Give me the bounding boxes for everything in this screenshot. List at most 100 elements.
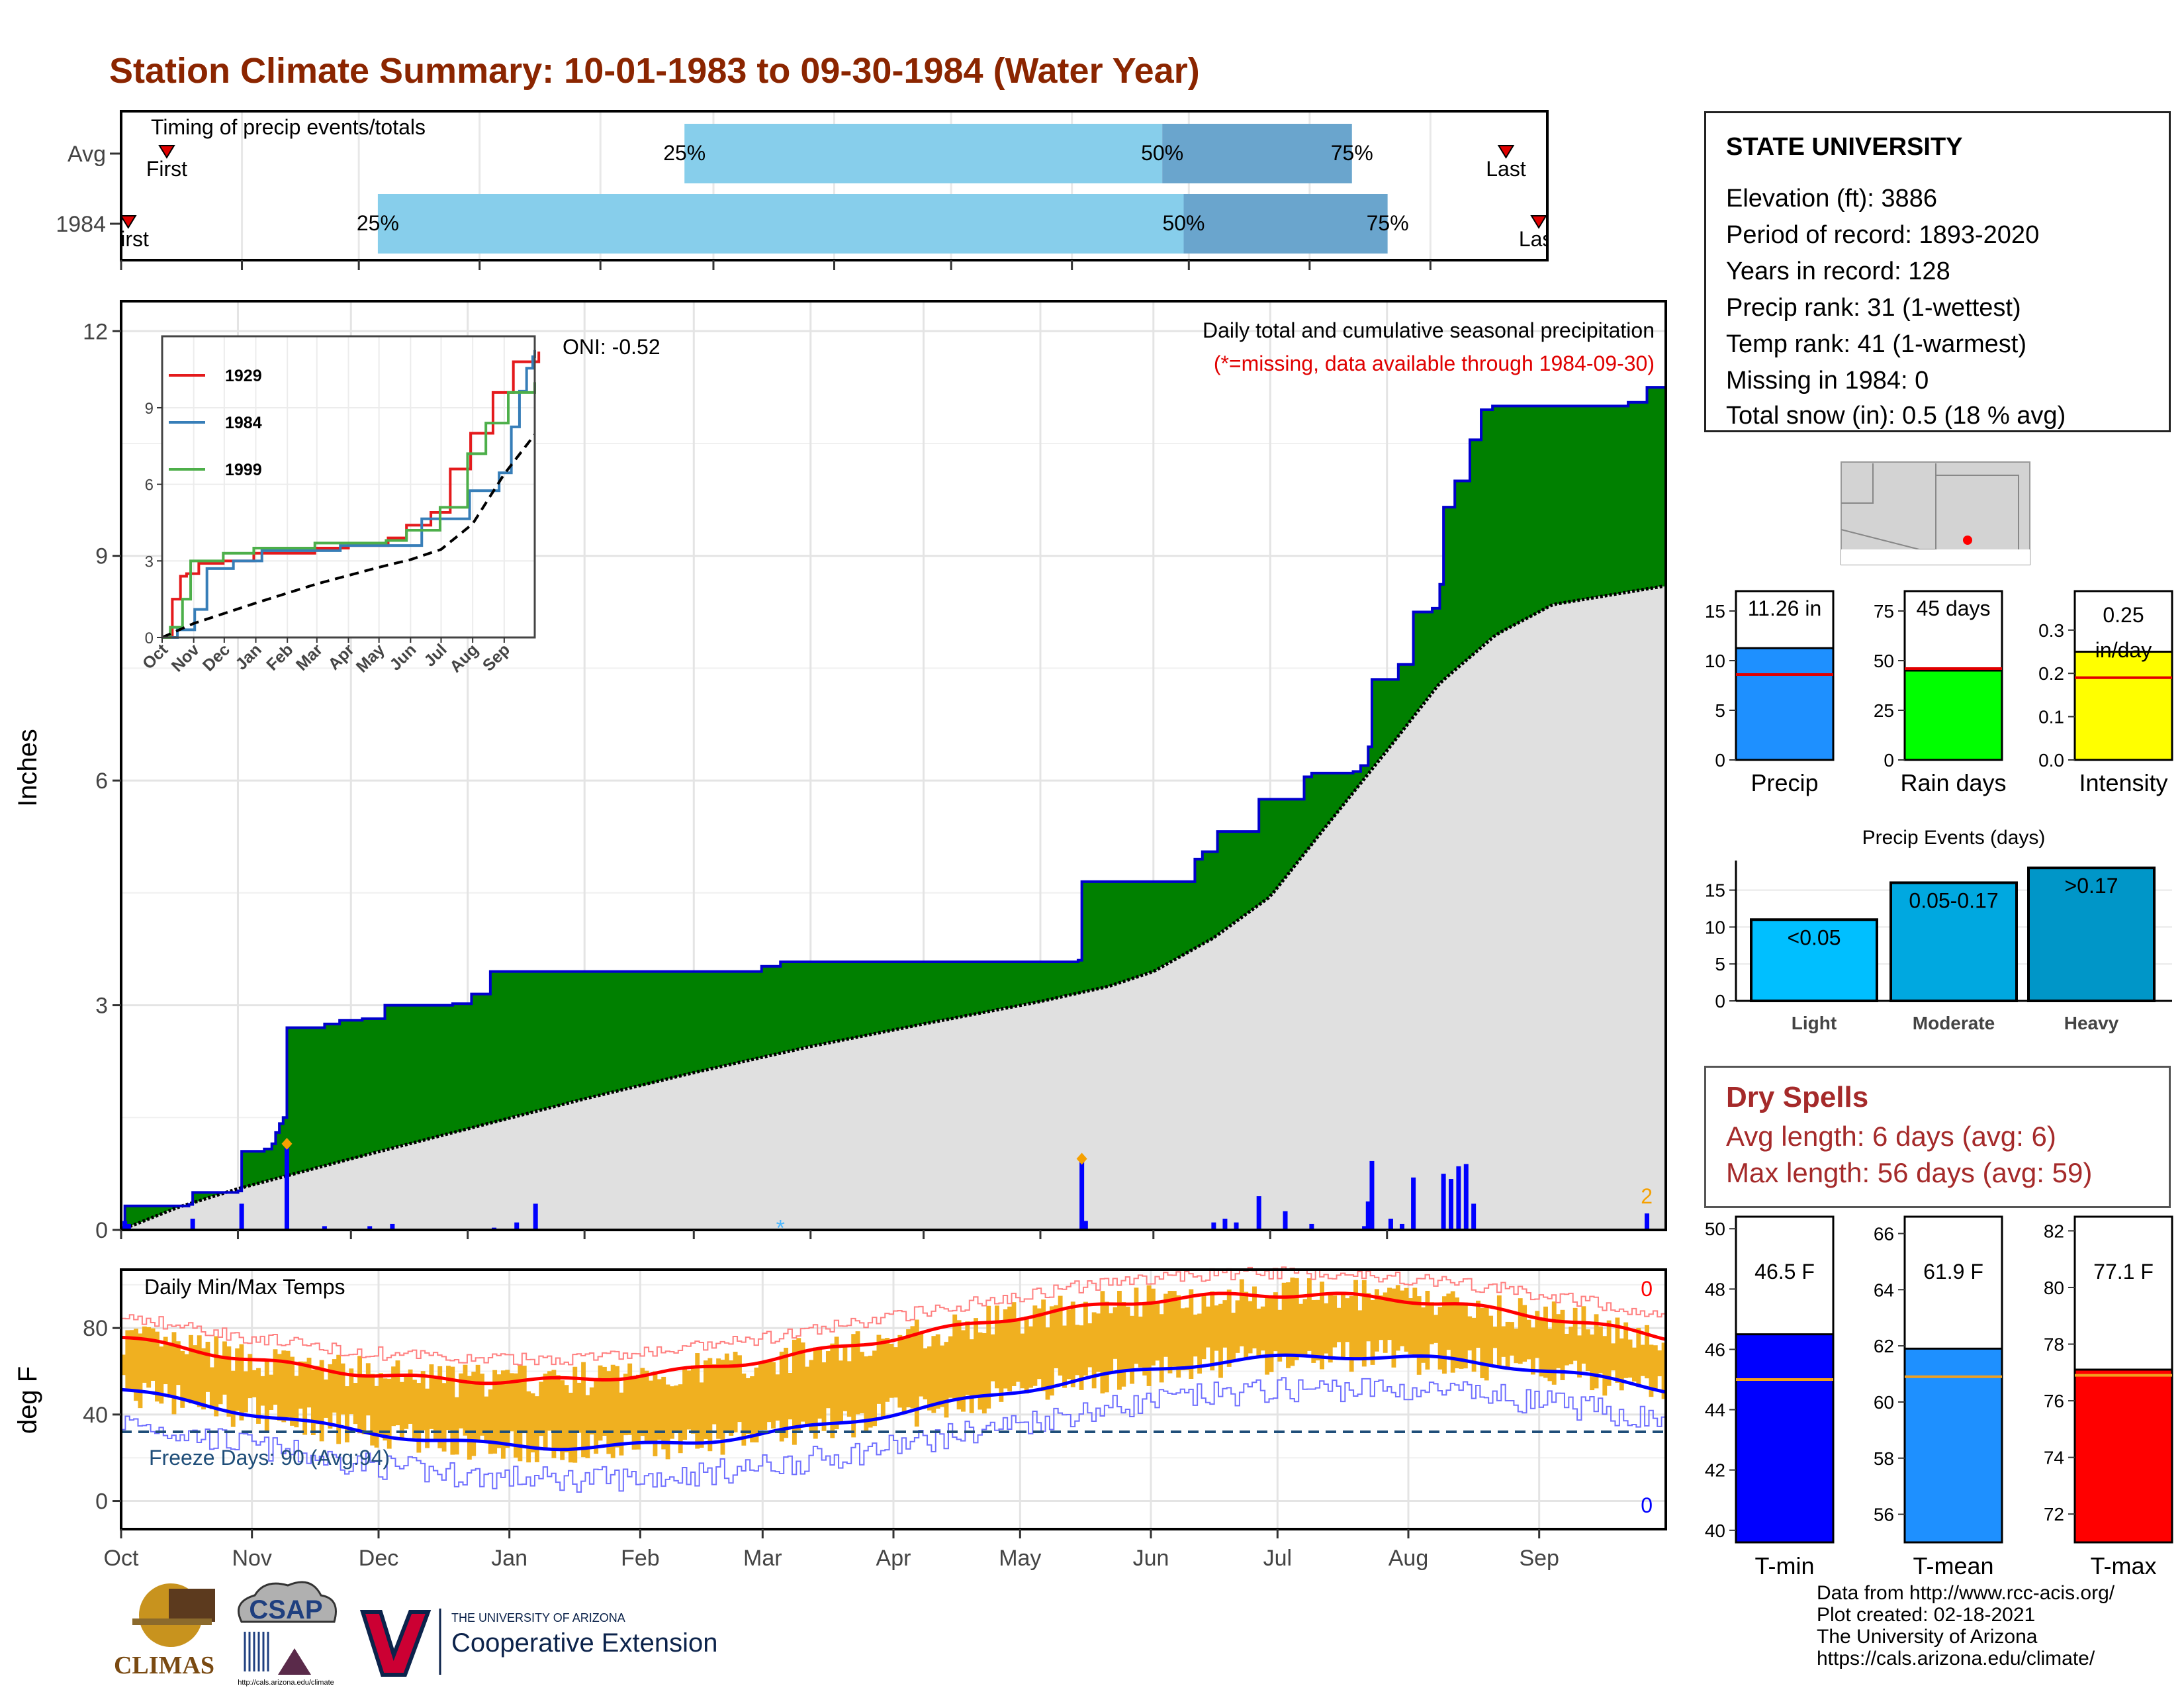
daily-temp-range-bar bbox=[1619, 1338, 1624, 1391]
logos: CLIMAS CSAP http://cals.arizona.edu/climat… bbox=[114, 1581, 717, 1687]
daily-temp-range-bar bbox=[653, 1371, 658, 1456]
temp-bar-tick-label: 76 bbox=[2044, 1391, 2064, 1411]
daily-temp-range-bar bbox=[1505, 1321, 1510, 1368]
daily-temp-range-bar bbox=[1320, 1282, 1324, 1370]
daily-temp-range-bar bbox=[302, 1361, 308, 1435]
daily-temp-range-bar bbox=[1281, 1282, 1287, 1356]
daily-temp-range-bar bbox=[281, 1350, 287, 1423]
last-event-label: Last bbox=[1486, 157, 1526, 181]
daily-temp-range-bar bbox=[631, 1377, 637, 1450]
record-max-line bbox=[121, 1266, 1666, 1366]
daily-temp-range-bar bbox=[981, 1333, 987, 1414]
daily-temp-range-bar bbox=[724, 1353, 729, 1432]
daily-temp-range-bar bbox=[1024, 1316, 1029, 1394]
daily-temp-range-bar bbox=[754, 1367, 759, 1442]
timing-label-75: 75% bbox=[1367, 211, 1409, 235]
daily-temp-range-bar bbox=[429, 1364, 434, 1429]
daily-temp-range-bar bbox=[209, 1367, 214, 1409]
mini-bar-value-label: 0.25 bbox=[2103, 603, 2144, 627]
daily-temp-range-bar bbox=[606, 1371, 612, 1454]
daily-temp-range-bar bbox=[572, 1366, 578, 1463]
daily-temp-range-bar bbox=[678, 1384, 683, 1454]
daily-temp-range-bar bbox=[1408, 1298, 1413, 1354]
daily-temp-range-bar bbox=[682, 1367, 688, 1440]
daily-precip-bar bbox=[190, 1219, 195, 1230]
daily-temp-range-bar bbox=[1640, 1344, 1645, 1376]
precip-frame bbox=[120, 300, 1667, 1231]
daily-temp-range-bar bbox=[796, 1338, 801, 1430]
daily-temp-range-bar bbox=[471, 1372, 477, 1456]
daily-precip-bar bbox=[1256, 1196, 1261, 1230]
daily-temp-range-bar bbox=[665, 1384, 670, 1460]
map-state-border bbox=[1841, 463, 1874, 504]
temp-bar-value-label: 77.1 F bbox=[2093, 1260, 2154, 1284]
daily-temp-range-bar bbox=[893, 1347, 898, 1398]
info-missing: Missing in 1984: 0 bbox=[1726, 367, 1929, 395]
daily-temp-range-bar bbox=[1345, 1298, 1350, 1342]
event-category-label: Light bbox=[1792, 1013, 1837, 1033]
daily-temp-range-bar bbox=[771, 1362, 776, 1429]
daily-temp-range-bar bbox=[1252, 1286, 1257, 1348]
first-event-marker bbox=[119, 215, 137, 229]
daily-temp-range-bar bbox=[1226, 1289, 1232, 1367]
freeze-days-label: Freeze Days: 90 (Avg:94) bbox=[149, 1446, 390, 1470]
temp-bar-tick-label: 82 bbox=[2044, 1221, 2064, 1241]
daily-temp-range-bar bbox=[1066, 1309, 1071, 1380]
daily-temp-range-bar bbox=[146, 1327, 152, 1388]
daily-precip-bar bbox=[1456, 1166, 1461, 1230]
daily-temp-range-bar bbox=[543, 1374, 548, 1451]
daily-temp-range-bar bbox=[699, 1382, 704, 1448]
daily-temp-range-bar bbox=[834, 1336, 839, 1430]
daily-temp-range-bar bbox=[1328, 1295, 1333, 1363]
daily-temp-range-bar bbox=[788, 1372, 793, 1420]
daily-temp-range-bar bbox=[855, 1331, 860, 1415]
timing-panel-label: Timing of precip events/totals bbox=[151, 115, 426, 139]
mini-bar-tick-label: 0.1 bbox=[2038, 707, 2064, 727]
temp-bar-tick-label: 40 bbox=[1705, 1521, 1725, 1541]
daily-temp-range-bar bbox=[319, 1360, 324, 1442]
daily-temp-range-bar bbox=[1020, 1333, 1025, 1389]
daily-temp-range-bar bbox=[1476, 1300, 1480, 1348]
temp-bar-tick-label: 42 bbox=[1705, 1460, 1725, 1481]
mini-bar-tick-label: 50 bbox=[1874, 651, 1894, 671]
daily-temp-range-bar bbox=[1201, 1293, 1206, 1360]
daily-temp-range-bar bbox=[901, 1337, 907, 1415]
daily-temp-range-bar bbox=[1125, 1306, 1130, 1370]
daily-temp-range-bar bbox=[864, 1356, 869, 1433]
daily-temp-range-bar bbox=[1294, 1278, 1299, 1360]
daily-temp-range-bar bbox=[509, 1373, 514, 1432]
daily-temp-range-bar bbox=[1222, 1300, 1228, 1348]
mini-bar-tick-label: 0 bbox=[1715, 750, 1725, 771]
daily-temp-range-bar bbox=[1480, 1307, 1485, 1378]
daily-temp-range-bar bbox=[1104, 1301, 1109, 1393]
daily-precip-bar bbox=[1645, 1213, 1650, 1230]
daily-precip-bar bbox=[1083, 1221, 1088, 1230]
daily-temp-range-bar bbox=[459, 1373, 464, 1429]
inset-y-tick-label: 3 bbox=[145, 553, 154, 571]
daily-temp-range-bar bbox=[1273, 1292, 1278, 1352]
mini-bar-tick-label: 0 bbox=[1884, 750, 1894, 771]
daily-precip-bar bbox=[1388, 1219, 1393, 1230]
daily-temp-range-bar bbox=[842, 1345, 848, 1411]
daily-temp-range-bar bbox=[269, 1374, 274, 1410]
daily-temp-range-bar bbox=[809, 1360, 814, 1431]
daily-temp-range-bar bbox=[290, 1356, 295, 1426]
mini-bar-tick-label: 0.0 bbox=[2038, 750, 2064, 771]
daily-temp-range-bar bbox=[944, 1342, 949, 1418]
daily-temp-range-bar bbox=[581, 1362, 586, 1458]
daily-temp-range-bar bbox=[324, 1380, 328, 1418]
daily-temp-range-bar bbox=[1522, 1305, 1527, 1362]
daily-temp-range-bar bbox=[1459, 1305, 1464, 1369]
daily-temp-range-bar bbox=[526, 1391, 531, 1463]
average-max-temp-line bbox=[120, 1291, 1666, 1385]
daily-temp-range-bar bbox=[1530, 1327, 1535, 1375]
daily-temp-range-bar bbox=[1116, 1290, 1122, 1390]
daily-temp-range-bar bbox=[496, 1374, 502, 1448]
daily-temp-range-bar bbox=[1404, 1288, 1409, 1352]
daily-temp-range-bar bbox=[1109, 1313, 1114, 1372]
daily-temp-range-bar bbox=[1387, 1288, 1392, 1340]
daily-temp-range-bar bbox=[986, 1305, 991, 1409]
daily-temp-range-bar bbox=[370, 1374, 375, 1446]
daily-temp-range-bar bbox=[420, 1371, 426, 1430]
daily-precip-bar bbox=[1463, 1164, 1469, 1230]
